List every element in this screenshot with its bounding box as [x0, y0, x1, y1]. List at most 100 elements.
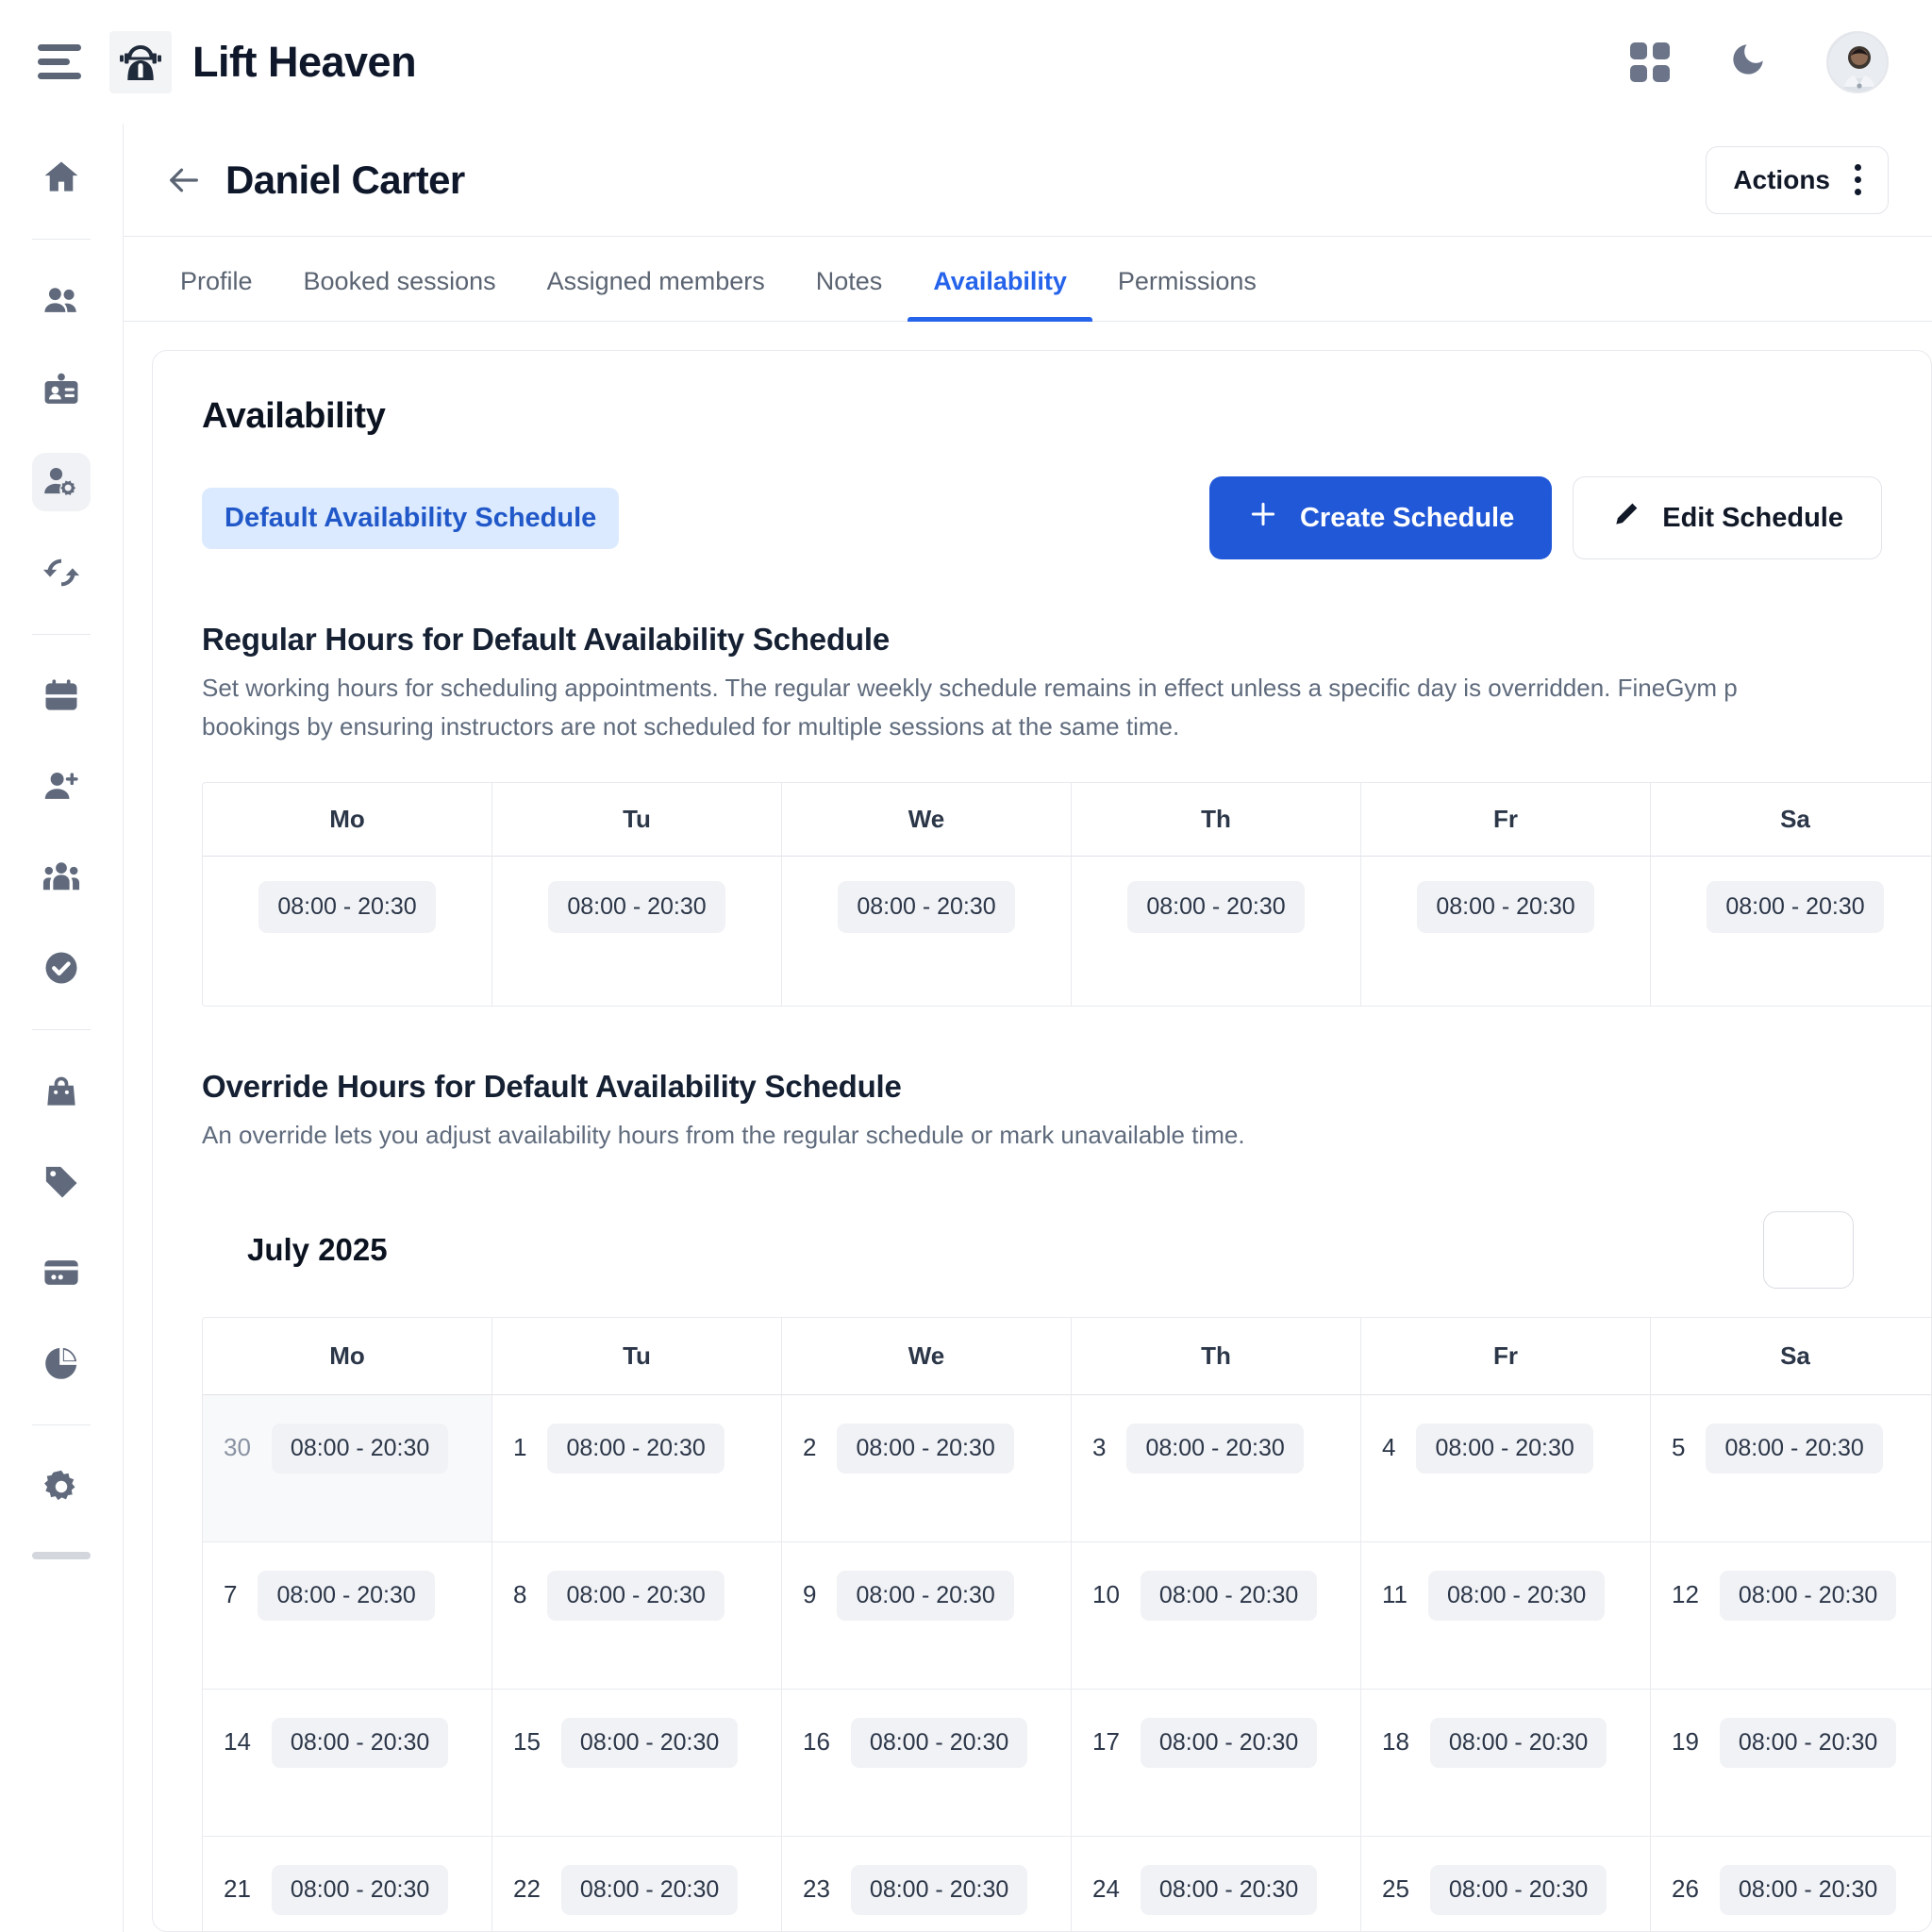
hamburger-line	[38, 44, 81, 51]
calendar-day-cell[interactable]: 3 08:00 - 20:30	[1072, 1395, 1361, 1543]
calendar-month-label: July 2025	[247, 1232, 388, 1268]
calendar-hours-pill: 08:00 - 20:30	[271, 1865, 449, 1916]
calendar-day-cell[interactable]: 25 08:00 - 20:30	[1361, 1837, 1651, 1931]
page-title: Daniel Carter	[225, 157, 465, 202]
regular-hours-description-line1: Set working hours for scheduling appoint…	[202, 674, 1738, 702]
calendar-hours-pill: 08:00 - 20:30	[560, 1718, 739, 1769]
regular-hours-cell[interactable]: 08:00 - 20:30	[1072, 857, 1361, 1007]
sidebar-item-sync[interactable]	[32, 543, 91, 602]
calendar-day-cell[interactable]: 21 08:00 - 20:30	[203, 1837, 492, 1931]
grid-square	[1653, 64, 1670, 82]
calendar-day-cell[interactable]: 7 08:00 - 20:30	[203, 1542, 492, 1690]
back-arrow-icon[interactable]	[163, 159, 205, 201]
edit-schedule-button[interactable]: Edit Schedule	[1573, 476, 1882, 559]
sidebar-item-instructors[interactable]	[32, 453, 91, 511]
sidebar-item-members[interactable]	[32, 272, 91, 330]
calendar-day-cell[interactable]: 17 08:00 - 20:30	[1072, 1690, 1361, 1838]
sidebar-item-shop[interactable]	[32, 1062, 91, 1121]
weekday-header-we: We	[782, 783, 1072, 858]
sidebar-item-groups[interactable]	[32, 848, 91, 907]
sidebar-divider	[32, 1029, 91, 1030]
sidebar-scroll-indicator[interactable]	[32, 1552, 91, 1559]
calendar-day-cell[interactable]: 22 08:00 - 20:30	[492, 1837, 782, 1931]
group-icon	[41, 857, 82, 898]
calendar-hours-pill: 08:00 - 20:30	[850, 1865, 1028, 1916]
calendar-day-cell[interactable]: 30 08:00 - 20:30	[203, 1395, 492, 1543]
sidebar-item-home[interactable]	[32, 148, 91, 207]
calendar-day-cell[interactable]: 15 08:00 - 20:30	[492, 1690, 782, 1838]
calendar-day-number: 3	[1092, 1433, 1107, 1462]
tab-availability[interactable]: Availability	[908, 267, 1092, 322]
regular-hours-cell[interactable]: 08:00 - 20:30	[492, 857, 782, 1007]
sidebar-item-add-user[interactable]	[32, 758, 91, 816]
schedule-chip[interactable]: Default Availability Schedule	[202, 487, 620, 549]
calendar-day-cell[interactable]: 4 08:00 - 20:30	[1361, 1395, 1651, 1543]
tab-booked-sessions[interactable]: Booked sessions	[303, 267, 496, 295]
sidebar-item-calendar[interactable]	[32, 667, 91, 725]
calendar-day-number: 19	[1672, 1727, 1699, 1757]
calendar-header-we: We	[782, 1318, 1072, 1396]
calendar-day-cell[interactable]: 23 08:00 - 20:30	[782, 1837, 1072, 1931]
sidebar-item-staff-cards[interactable]	[32, 362, 91, 421]
calendar-day-cell[interactable]: 2 08:00 - 20:30	[782, 1395, 1072, 1543]
tab-bar: Profile Booked sessions Assigned members…	[124, 237, 1932, 322]
weightlifter-logo	[109, 30, 172, 93]
calendar-day-cell[interactable]: 14 08:00 - 20:30	[203, 1690, 492, 1838]
calendar-day-number: 24	[1092, 1874, 1120, 1904]
hours-pill: 08:00 - 20:30	[838, 881, 1015, 934]
calendar-day-cell[interactable]: 11 08:00 - 20:30	[1361, 1542, 1651, 1690]
edit-schedule-label: Edit Schedule	[1662, 502, 1843, 533]
tab-permissions[interactable]: Permissions	[1117, 267, 1257, 295]
moon-icon[interactable]	[1728, 40, 1768, 84]
calendar-day-cell[interactable]: 26 08:00 - 20:30	[1651, 1837, 1931, 1931]
grid-apps-icon[interactable]	[1630, 42, 1670, 82]
create-schedule-button[interactable]: Create Schedule	[1208, 476, 1553, 559]
calendar-day-cell[interactable]: 24 08:00 - 20:30	[1072, 1837, 1361, 1931]
calendar-hours-pill: 08:00 - 20:30	[271, 1424, 449, 1474]
calendar-day-cell[interactable]: 9 08:00 - 20:30	[782, 1542, 1072, 1690]
sidebar-item-reports[interactable]	[32, 1334, 91, 1392]
calendar-hours-pill: 08:00 - 20:30	[1428, 1571, 1606, 1622]
tab-profile[interactable]: Profile	[180, 267, 253, 295]
calendar-day-cell[interactable]: 1 08:00 - 20:30	[492, 1395, 782, 1543]
brand[interactable]: Lift Heaven	[109, 30, 417, 93]
calendar-day-number: 11	[1382, 1580, 1407, 1609]
calendar-day-cell[interactable]: 8 08:00 - 20:30	[492, 1542, 782, 1690]
tab-notes[interactable]: Notes	[815, 267, 883, 295]
brand-title: Lift Heaven	[192, 37, 417, 86]
hamburger-icon[interactable]	[38, 43, 81, 81]
calendar-day-cell[interactable]: 19 08:00 - 20:30	[1651, 1690, 1931, 1838]
calendar-day-cell[interactable]: 16 08:00 - 20:30	[782, 1690, 1072, 1838]
id-card-icon	[41, 371, 82, 412]
regular-hours-cell[interactable]: 08:00 - 20:30	[1651, 857, 1931, 1006]
calendar-day-number: 17	[1092, 1727, 1120, 1757]
calendar-day-cell[interactable]: 5 08:00 - 20:30	[1651, 1395, 1931, 1543]
calendar-day-cell[interactable]: 18 08:00 - 20:30	[1361, 1690, 1651, 1838]
calendar-day-cell[interactable]: 10 08:00 - 20:30	[1072, 1542, 1361, 1690]
regular-hours-cell[interactable]: 08:00 - 20:30	[203, 857, 492, 1007]
sidebar-item-settings[interactable]	[32, 1457, 91, 1516]
override-hours-title: Override Hours for Default Availability …	[202, 1069, 902, 1105]
calendar-hours-pill: 08:00 - 20:30	[850, 1718, 1028, 1769]
tag-icon	[41, 1161, 82, 1203]
regular-hours-cell[interactable]: 08:00 - 20:30	[782, 857, 1072, 1007]
calendar-day-number: 7	[224, 1580, 238, 1609]
calendar-day-number: 16	[803, 1727, 830, 1757]
regular-hours-cell[interactable]: 08:00 - 20:30	[1361, 857, 1651, 1007]
actions-button[interactable]: Actions	[1706, 145, 1889, 214]
calendar-hours-pill: 08:00 - 20:30	[1429, 1718, 1607, 1769]
weekday-header-mo: Mo	[203, 783, 492, 858]
sidebar-item-billing[interactable]	[32, 1243, 91, 1302]
gear-icon	[41, 1466, 82, 1507]
sidebar-item-tasks[interactable]	[32, 939, 91, 997]
calendar-day-cell[interactable]: 12 08:00 - 20:30	[1651, 1542, 1931, 1690]
tab-assigned-members[interactable]: Assigned members	[546, 267, 765, 295]
page-header: Daniel Carter Actions	[124, 124, 1932, 237]
user-avatar[interactable]	[1826, 30, 1889, 93]
calendar-hours-pill: 08:00 - 20:30	[258, 1571, 435, 1622]
calendar-hours-pill: 08:00 - 20:30	[1429, 1865, 1607, 1916]
sidebar-item-pricing[interactable]	[32, 1153, 91, 1211]
calendar-nav-button[interactable]	[1763, 1211, 1854, 1290]
main-content: Daniel Carter Actions Profile Booked ses…	[124, 124, 1932, 1932]
